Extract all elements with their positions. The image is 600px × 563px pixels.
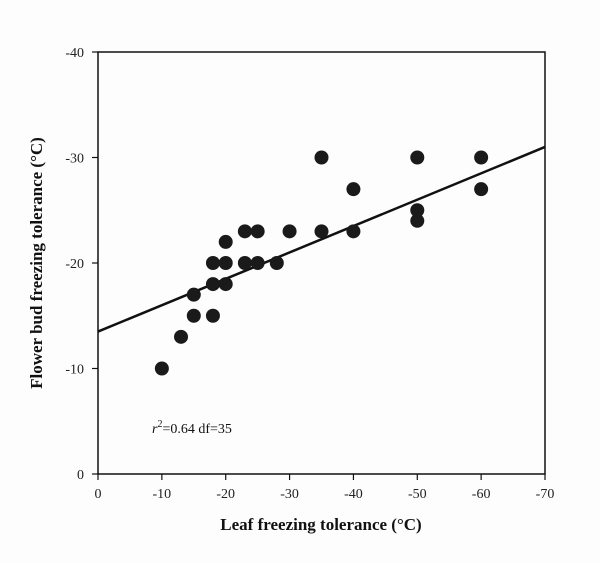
data-point xyxy=(205,308,220,323)
data-point xyxy=(205,256,220,270)
y-tick-label: -10 xyxy=(65,363,84,378)
plot-frame xyxy=(97,51,546,475)
x-tick-label: -10 xyxy=(153,487,172,502)
data-point xyxy=(218,277,233,292)
data-point xyxy=(205,277,220,292)
data-point xyxy=(410,150,425,165)
data-point xyxy=(410,213,425,228)
x-tick-label: -30 xyxy=(280,487,299,502)
data-point xyxy=(250,224,265,239)
data-point xyxy=(186,308,201,323)
data-point xyxy=(269,256,284,270)
data-point xyxy=(410,203,425,218)
data-point xyxy=(218,234,233,249)
data-point xyxy=(474,182,489,197)
data-point xyxy=(237,256,252,270)
data-point xyxy=(314,150,329,165)
y-tick-label: 0 xyxy=(77,468,84,483)
data-point xyxy=(154,361,169,376)
y-tick-label: -40 xyxy=(65,46,84,61)
x-tick-label: -40 xyxy=(344,487,363,502)
x-tick-label: -60 xyxy=(472,487,491,502)
y-tick-label: -20 xyxy=(65,257,84,272)
data-point xyxy=(186,287,201,302)
data-point xyxy=(346,224,361,239)
x-axis-label: Leaf freezing tolerance (°C) xyxy=(220,515,421,534)
data-point xyxy=(174,329,189,344)
data-point xyxy=(250,256,265,270)
data-point xyxy=(314,224,329,239)
data-point xyxy=(237,224,252,239)
x-tick-label: -20 xyxy=(216,487,235,502)
data-point xyxy=(218,256,233,270)
data-point xyxy=(346,182,361,197)
annotation: r2=0.64 df=35 xyxy=(152,419,232,437)
y-axis-label: Flower bud freezing tolerance (°C) xyxy=(27,137,46,389)
x-tick-label: 0 xyxy=(95,487,102,502)
data-point xyxy=(282,224,297,239)
x-tick-label: -50 xyxy=(408,487,427,502)
x-tick-label: -70 xyxy=(536,487,555,502)
y-tick-label: -30 xyxy=(65,152,84,167)
data-point xyxy=(474,150,489,165)
regression-line xyxy=(97,145,546,333)
